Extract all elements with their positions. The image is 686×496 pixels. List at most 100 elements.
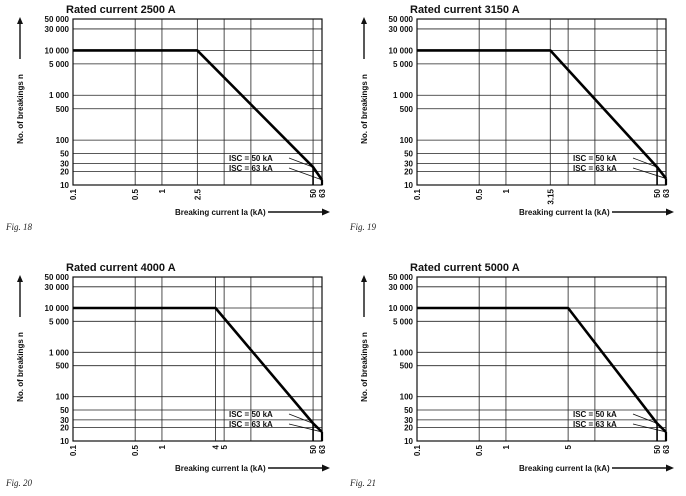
y-tick-label: 50 (60, 406, 69, 415)
y-tick-label: 50 000 (389, 15, 414, 24)
y-tick-label: 50 (60, 150, 69, 159)
x-axis-arrowhead (666, 208, 674, 216)
y-tick-label: 30 (60, 160, 69, 169)
x-tick-label: 50 (309, 188, 318, 197)
isc-50-leader (288, 157, 314, 168)
y-axis-arrowhead (17, 275, 23, 282)
x-tick-label: 2.5 (193, 188, 202, 200)
x-tick-label: 63 (662, 188, 671, 197)
x-tick-label: 1 (158, 444, 167, 449)
isc-50-label: ISC = 50 kA (229, 410, 273, 419)
y-tick-label: 10 (60, 181, 69, 190)
y-tick-label: 50 (404, 406, 413, 415)
isc-63-label: ISC = 63 kA (573, 164, 617, 173)
y-axis-label: No. of breakings n (360, 74, 369, 144)
x-tick-label: 1 (502, 188, 511, 193)
isc-50-leader (632, 157, 658, 168)
y-tick-label: 10 000 (389, 304, 414, 313)
y-tick-label: 100 (56, 393, 70, 402)
x-tick-label: 1 (158, 188, 167, 193)
chart-title: Rated current 4000 A (66, 262, 176, 274)
y-axis-arrowhead (361, 17, 367, 24)
y-tick-label: 500 (400, 105, 414, 114)
y-tick-label: 10 000 (45, 46, 70, 55)
y-tick-label: 10 000 (45, 304, 70, 313)
x-tick-label: 50 (653, 188, 662, 197)
y-tick-label: 30 000 (45, 25, 70, 34)
y-axis-arrowhead (17, 17, 23, 24)
isc-50-label: ISC = 50 kA (573, 410, 617, 419)
y-tick-label: 100 (400, 393, 414, 402)
y-tick-label: 5 000 (393, 60, 414, 69)
x-axis-label: Breaking current Ia (kA) (519, 208, 610, 217)
x-tick-label: 63 (318, 444, 327, 453)
y-tick-label: 1 000 (393, 348, 414, 357)
breakings-curve (73, 49, 324, 181)
y-tick-label: 1 000 (49, 348, 70, 357)
x-tick-label: 50 (653, 444, 662, 453)
isc-63-leader (632, 167, 667, 179)
x-tick-label: 63 (318, 188, 327, 197)
x-axis-arrowhead (322, 464, 330, 472)
figure-label: Fig. 18 (5, 222, 32, 232)
figure-label: Fig. 19 (349, 222, 376, 232)
y-tick-label: 30 (404, 416, 413, 425)
y-tick-label: 100 (56, 136, 70, 145)
y-tick-label: 100 (400, 136, 414, 145)
figure-label: Fig. 21 (349, 478, 376, 488)
isc-63-leader (632, 423, 667, 433)
y-tick-label: 30 (404, 160, 413, 169)
x-tick-label: 0.1 (413, 444, 422, 456)
y-tick-label: 5 000 (49, 60, 70, 69)
y-tick-label: 20 (60, 167, 69, 176)
y-tick-label: 5 000 (49, 317, 70, 326)
y-tick-label: 30 (60, 416, 69, 425)
y-tick-label: 10 (404, 437, 413, 446)
x-tick-label: 5 (564, 444, 573, 449)
chart-title: Rated current 5000 A (410, 262, 520, 274)
x-tick-label: 1 (502, 444, 511, 449)
y-tick-label: 20 (404, 424, 413, 433)
isc-50-label: ISC = 50 kA (573, 154, 617, 163)
isc-63-label: ISC = 63 kA (229, 164, 273, 173)
isc-63-leader (288, 167, 323, 181)
x-tick-label: 0.5 (131, 188, 140, 200)
plot-frame (416, 276, 667, 442)
x-tick-label: 0.1 (413, 188, 422, 200)
isc-50-label: ISC = 50 kA (229, 154, 273, 163)
x-tick-label: 3.15 (546, 188, 555, 204)
figure-label: Fig. 20 (5, 478, 32, 488)
y-tick-label: 20 (60, 424, 69, 433)
y-tick-label: 50 (404, 150, 413, 159)
y-tick-label: 500 (400, 362, 414, 371)
y-tick-label: 30 000 (389, 283, 414, 292)
x-axis-arrowhead (322, 208, 330, 216)
chart-title: Rated current 3150 A (410, 4, 520, 16)
y-tick-label: 1 000 (49, 91, 70, 100)
x-axis-label: Breaking current Ia (kA) (175, 464, 266, 473)
y-axis-label: No. of breakings n (360, 332, 369, 402)
plot-frame (72, 276, 323, 442)
x-axis-arrowhead (666, 464, 674, 472)
breakings-curve (417, 306, 667, 433)
plot-frame (72, 18, 323, 186)
y-axis-label: No. of breakings n (16, 332, 25, 402)
isc-63-leader (288, 423, 323, 433)
plot-frame (416, 18, 667, 186)
y-tick-label: 500 (56, 362, 70, 371)
breakings-curve (73, 306, 323, 433)
y-tick-label: 5 000 (393, 317, 414, 326)
y-tick-label: 500 (56, 105, 70, 114)
isc-63-label: ISC = 63 kA (229, 420, 273, 429)
x-tick-label: 50 (309, 444, 318, 453)
breakings-curve (417, 49, 668, 180)
y-tick-label: 10 (404, 181, 413, 190)
x-tick-label: 63 (662, 444, 671, 453)
x-tick-label: 0.5 (131, 444, 140, 456)
x-tick-label: 0.5 (475, 444, 484, 456)
y-axis-label: No. of breakings n (16, 74, 25, 144)
y-tick-label: 10 (60, 437, 69, 446)
